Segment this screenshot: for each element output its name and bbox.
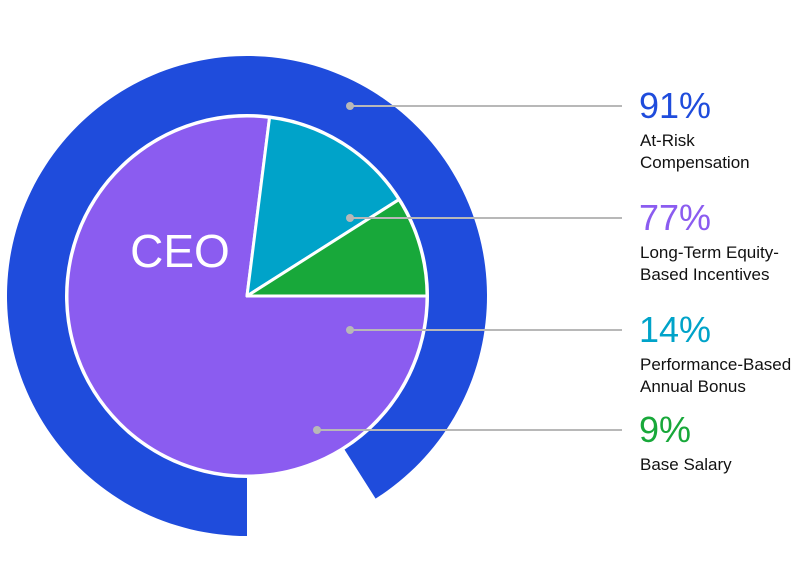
category-label-annual-bonus: Annual Bonus — [640, 377, 746, 396]
slice-annual-bonus — [245, 115, 401, 298]
connector-dot-annual-bonus — [346, 326, 354, 334]
connector-dot-base-salary — [313, 426, 321, 434]
category-label-base-salary: Base Salary — [640, 455, 732, 474]
connector-dot-long-term-equity — [346, 214, 354, 222]
category-label-at-risk: Compensation — [640, 153, 750, 172]
value-label-long-term-equity: 77% — [639, 197, 711, 238]
connector-dot-at-risk — [346, 102, 354, 110]
value-label-annual-bonus: 14% — [639, 309, 711, 350]
slice-long-term-equity — [65, 114, 429, 478]
value-label-at-risk: 91% — [639, 85, 711, 126]
category-label-at-risk: At-Risk — [640, 131, 695, 150]
category-label-long-term-equity: Long-Term Equity- — [640, 243, 779, 262]
category-label-annual-bonus: Performance-Based — [640, 355, 791, 374]
slice-base-salary — [245, 198, 429, 298]
category-label-long-term-equity: Based Incentives — [640, 265, 769, 284]
center-label: CEO — [130, 225, 230, 277]
value-label-base-salary: 9% — [639, 409, 691, 450]
